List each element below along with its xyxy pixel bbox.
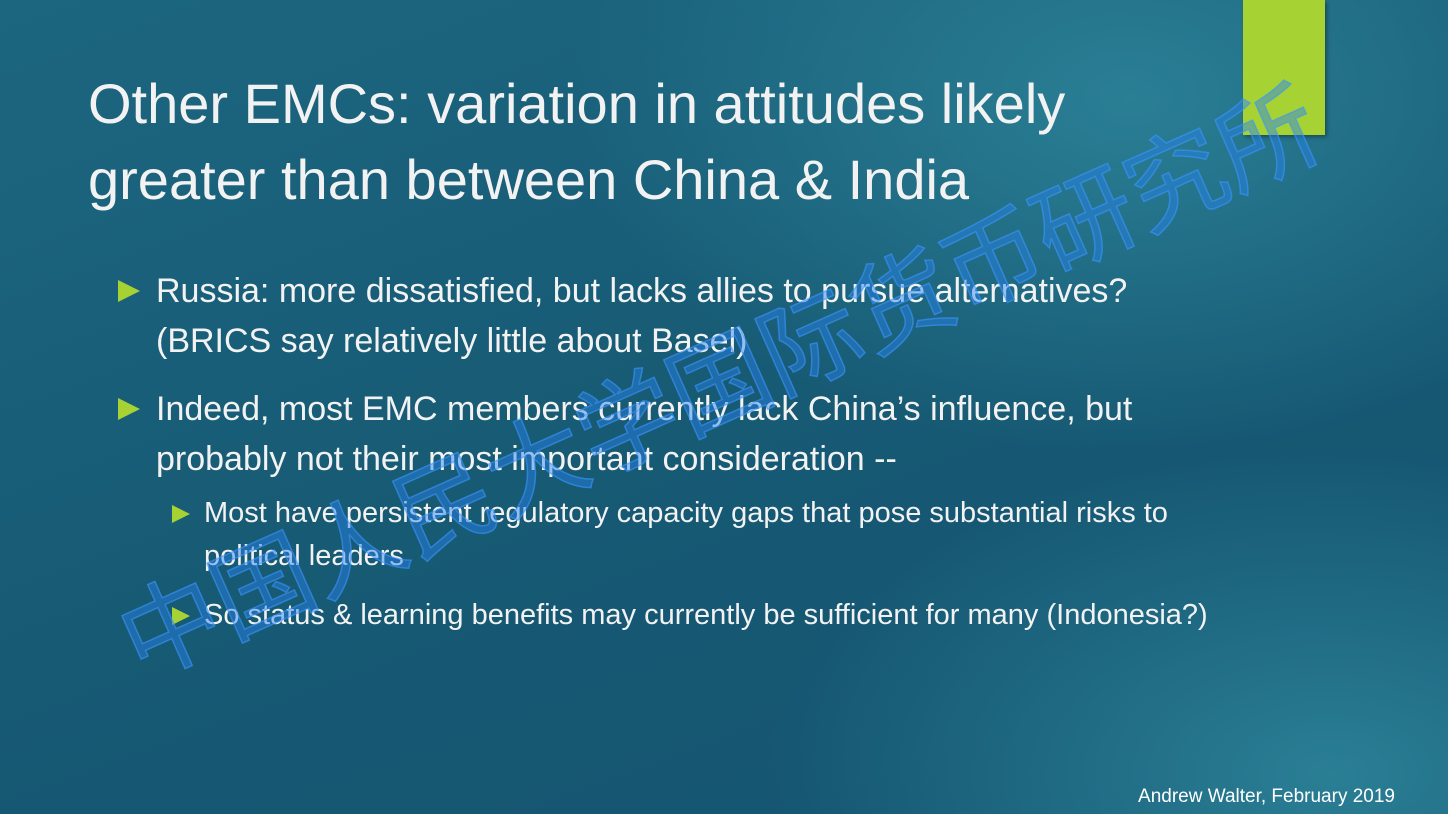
title-line: Other EMCs: variation in attitudes likel…: [88, 72, 1066, 135]
footer: Andrew Walter, February 2019: [1138, 786, 1395, 807]
bullet: Indeed, most EMC members currently lack …: [118, 384, 1248, 637]
bullet-marker: [118, 280, 140, 302]
bullet: Russia: more dissatisfied, but lacks all…: [118, 266, 1248, 366]
title-line: greater than between China & India: [88, 148, 970, 211]
sub-bullet: Most have persistent regulatory capacity…: [172, 492, 1254, 578]
slide-title: Other EMCs: variation in attitudes likel…: [88, 66, 1065, 218]
sub-bullet-text: So status & learning benefits may curren…: [204, 599, 1208, 631]
bullet-marker: [172, 607, 190, 625]
bullet-list: Russia: more dissatisfied, but lacks all…: [118, 266, 1248, 655]
accent-bar: [1243, 0, 1325, 135]
bullet-marker: [172, 505, 190, 523]
sub-bullet-text: Most have persistent regulatory capacity…: [204, 497, 1168, 572]
sub-bullet-list: Most have persistent regulatory capacity…: [172, 492, 1248, 637]
sub-bullet: So status & learning benefits may curren…: [172, 594, 1254, 637]
bullet-text: Russia: more dissatisfied, but lacks all…: [156, 272, 1128, 360]
bullet-text: Indeed, most EMC members currently lack …: [156, 390, 1133, 478]
bullet-marker: [118, 398, 140, 420]
